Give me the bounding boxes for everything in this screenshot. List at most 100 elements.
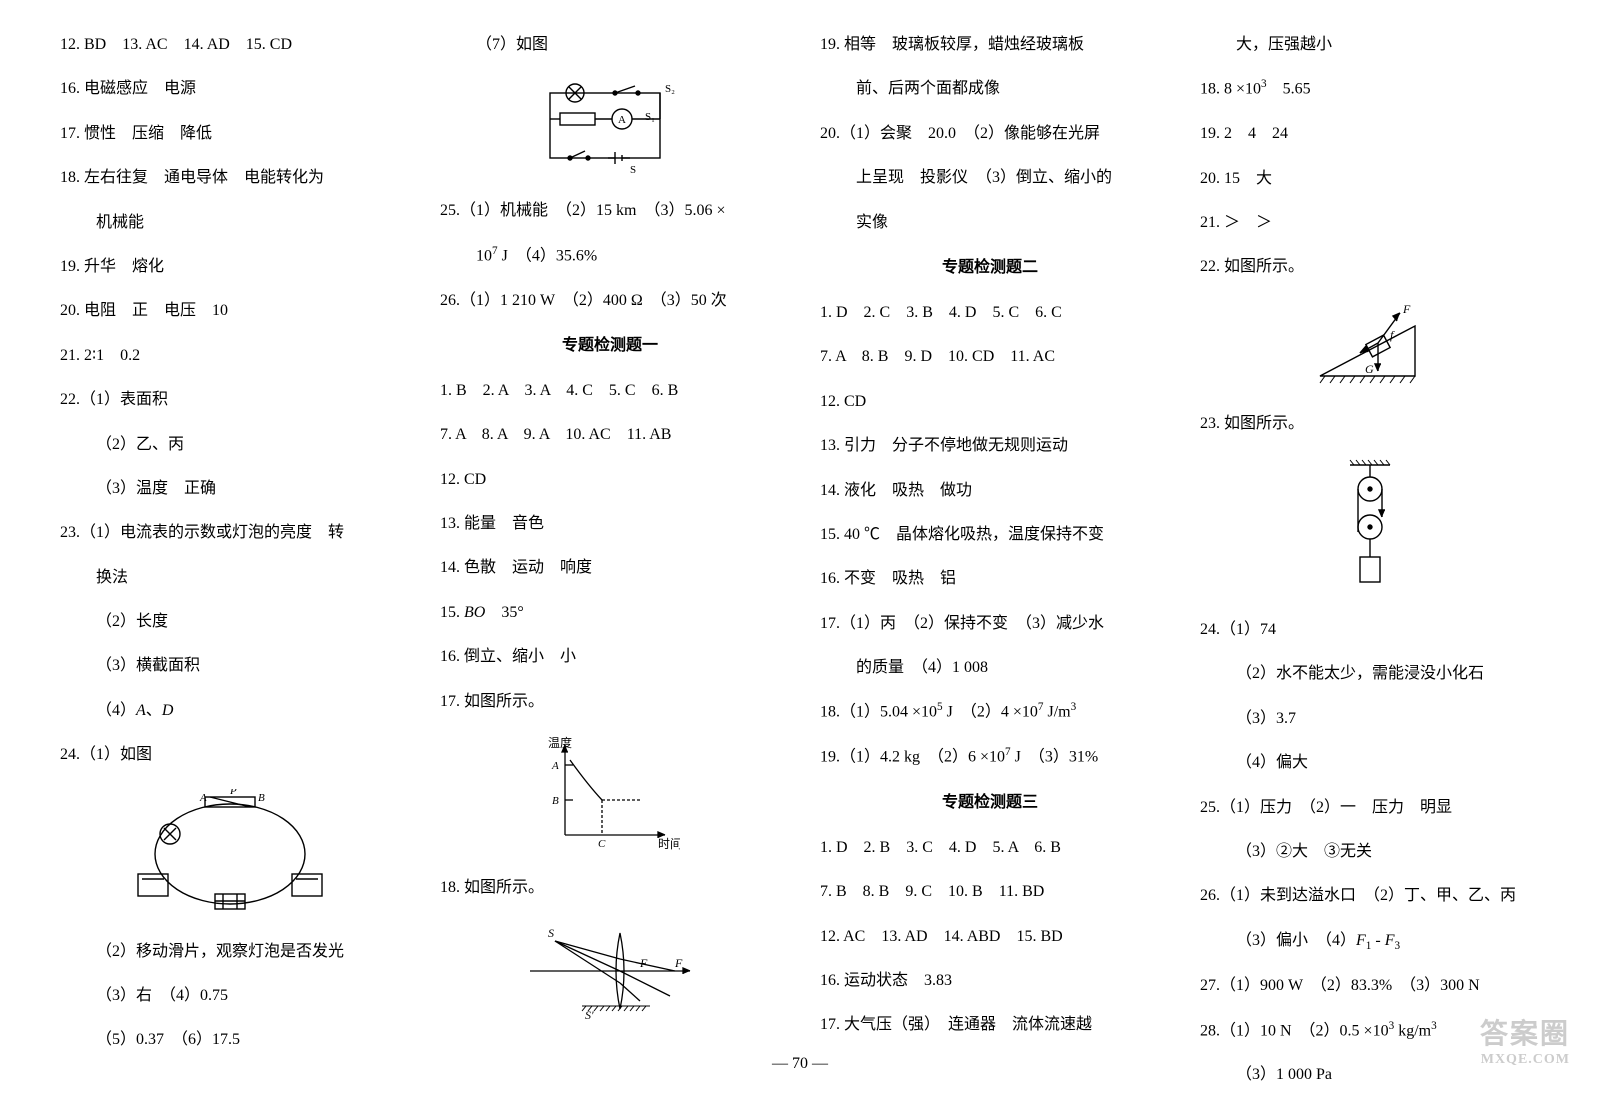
column-1: 12. BD 13. AC 14. AD 15. CD 16. 电磁感应 电源 … bbox=[60, 30, 400, 1063]
svg-text:A: A bbox=[618, 114, 626, 126]
answer-line: 18.（1）5.04 ×105 J （2）4 ×107 J/m3 bbox=[820, 697, 1160, 728]
answer-line: 上呈现 投影仪 （3）倒立、缩小的 bbox=[820, 163, 1160, 193]
section-header: 专题检测题一 bbox=[440, 330, 780, 362]
watermark-main: 答案圈 bbox=[1480, 1019, 1570, 1050]
answer-line: 19. 相等 玻璃板较厚，蜡烛经玻璃板 bbox=[820, 30, 1160, 60]
answer-line: 7. A 8. B 9. D 10. CD 11. AC bbox=[820, 342, 1160, 372]
answer-line: 17. 惯性 压缩 降低 bbox=[60, 119, 400, 149]
svg-text:F: F bbox=[674, 956, 683, 970]
svg-text:S: S bbox=[630, 164, 636, 176]
answer-line: （4）A、D bbox=[60, 696, 400, 726]
answer-line: （3）3.7 bbox=[1200, 704, 1540, 734]
svg-text:F: F bbox=[1402, 302, 1411, 316]
answer-line: 16. 电磁感应 电源 bbox=[60, 74, 400, 104]
answer-line: （5）0.37 （6）17.5 bbox=[60, 1025, 400, 1055]
answer-line: （3）温度 正确 bbox=[60, 474, 400, 504]
answer-line: 12. CD bbox=[440, 465, 780, 495]
answer-line: （4）偏大 bbox=[1200, 748, 1540, 778]
answer-line: 16. 倒立、缩小 小 bbox=[440, 642, 780, 672]
svg-text:B: B bbox=[258, 792, 265, 804]
svg-text:A: A bbox=[199, 792, 207, 804]
answer-line: 25.（1）机械能 （2）15 km （3）5.06 × bbox=[440, 196, 780, 226]
figure-incline: F G f bbox=[1200, 301, 1540, 391]
answer-line: 7. A 8. A 9. A 10. AC 11. AB bbox=[440, 420, 780, 450]
answer-line: 14. 液化 吸热 做功 bbox=[820, 476, 1160, 506]
answer-line: 19. 升华 熔化 bbox=[60, 252, 400, 282]
answer-line: 13. 引力 分子不停地做无规则运动 bbox=[820, 431, 1160, 461]
answer-line: 18. 左右往复 通电导体 电能转化为 bbox=[60, 163, 400, 193]
answer-line: 实像 bbox=[820, 208, 1160, 238]
column-4: 大，压强越小 18. 8 ×103 5.65 19. 2 4 24 20. 15… bbox=[1200, 30, 1540, 1063]
answer-line: （3）②大 ③无关 bbox=[1200, 837, 1540, 867]
answer-line: 7. B 8. B 9. C 10. B 11. BD bbox=[820, 877, 1160, 907]
answer-line: 107 J （4）35.6% bbox=[440, 241, 780, 272]
answer-line: 机械能 bbox=[60, 208, 400, 238]
watermark-sub: MXQE.COM bbox=[1480, 1052, 1570, 1068]
answer-line: 23. 如图所示。 bbox=[1200, 409, 1540, 439]
section-header: 专题检测题二 bbox=[820, 252, 1160, 284]
answer-line: 19.（1）4.2 kg （2）6 ×107 J （3）31% bbox=[820, 742, 1160, 773]
answer-line: （3）右 （4）0.75 bbox=[60, 981, 400, 1011]
svg-text:S′: S′ bbox=[585, 1008, 594, 1021]
answer-line: 18. 8 ×103 5.65 bbox=[1200, 74, 1540, 105]
answer-line: 1. D 2. B 3. C 4. D 5. A 6. B bbox=[820, 833, 1160, 863]
answer-line: 12. CD bbox=[820, 387, 1160, 417]
column-3: 19. 相等 玻璃板较厚，蜡烛经玻璃板 前、后两个面都成像 20.（1）会聚 2… bbox=[820, 30, 1160, 1063]
answer-line: 18. 如图所示。 bbox=[440, 873, 780, 903]
answer-line: 17. 如图所示。 bbox=[440, 687, 780, 717]
figure-graph: 温度 时间 A B C bbox=[440, 735, 780, 855]
answer-line: 27.（1）900 W （2）83.3% （3）300 N bbox=[1200, 971, 1540, 1001]
answer-line: 14. 色散 运动 响度 bbox=[440, 553, 780, 583]
answer-line: 17. 大气压（强） 连通器 流体流速越 bbox=[820, 1010, 1160, 1040]
svg-text:F: F bbox=[639, 956, 648, 970]
answer-line: 23.（1）电流表的示数或灯泡的亮度 转 bbox=[60, 518, 400, 548]
figure-pulley bbox=[1200, 457, 1540, 597]
answer-line: 15. 40 ℃ 晶体熔化吸热，温度保持不变 bbox=[820, 520, 1160, 550]
svg-text:S₂: S₂ bbox=[665, 83, 675, 95]
answer-line: 25.（1）压力 （2）一 压力 明显 bbox=[1200, 793, 1540, 823]
page-number: — 70 — bbox=[772, 1055, 828, 1073]
answer-line: （3）偏小 （4）F1 - F3 bbox=[1200, 926, 1540, 957]
svg-text:P: P bbox=[229, 789, 237, 797]
answer-line: 换法 bbox=[60, 563, 400, 593]
answer-line: 1. B 2. A 3. A 4. C 5. C 6. B bbox=[440, 376, 780, 406]
answer-line: （2）长度 bbox=[60, 607, 400, 637]
answer-line: 24.（1）74 bbox=[1200, 615, 1540, 645]
figure-lens: S S′ F F bbox=[440, 921, 780, 1021]
answer-line: 20. 15 大 bbox=[1200, 164, 1540, 194]
answer-line: （3）横截面积 bbox=[60, 651, 400, 681]
answer-line: 16. 不变 吸热 铝 bbox=[820, 564, 1160, 594]
svg-text:B: B bbox=[552, 795, 559, 807]
answer-line: （2）乙、丙 bbox=[60, 430, 400, 460]
column-2: （7）如图 S₂ A S₁ bbox=[440, 30, 780, 1063]
svg-text:C: C bbox=[598, 838, 606, 850]
answer-line: 1. D 2. C 3. B 4. D 5. C 6. C bbox=[820, 298, 1160, 328]
watermark: 答案圈 MXQE.COM bbox=[1480, 1012, 1570, 1068]
answer-line: 16. 运动状态 3.83 bbox=[820, 966, 1160, 996]
svg-text:温度: 温度 bbox=[548, 735, 572, 750]
svg-text:f: f bbox=[1390, 328, 1395, 342]
answer-line: （2）移动滑片，观察灯泡是否发光 bbox=[60, 937, 400, 967]
svg-text:S: S bbox=[548, 926, 554, 940]
answer-line: 15. BO 35° bbox=[440, 598, 780, 628]
answer-line: 22. 如图所示。 bbox=[1200, 252, 1540, 282]
answer-line: 21. 2∶1 0.2 bbox=[60, 341, 400, 371]
answer-line: 20.（1）会聚 20.0 （2）像能够在光屏 bbox=[820, 119, 1160, 149]
figure-circuit-2: S₂ A S₁ S bbox=[440, 78, 780, 178]
svg-text:S₁: S₁ bbox=[645, 111, 655, 123]
answer-line: 13. 能量 音色 bbox=[440, 509, 780, 539]
answer-line: 26.（1）未到达溢水口 （2）丁、甲、乙、丙 bbox=[1200, 881, 1540, 911]
answer-line: （7）如图 bbox=[440, 30, 780, 60]
answer-line: 21. ＞ ＞ bbox=[1200, 208, 1540, 238]
svg-text:A: A bbox=[551, 760, 559, 772]
answer-line: 24.（1）如图 bbox=[60, 740, 400, 770]
answer-line: 12. BD 13. AC 14. AD 15. CD bbox=[60, 30, 400, 60]
answer-line: 26.（1）1 210 W （2）400 Ω （3）50 次 bbox=[440, 286, 780, 316]
svg-text:G: G bbox=[1365, 362, 1374, 376]
answer-line: 前、后两个面都成像 bbox=[820, 74, 1160, 104]
answer-line: 12. AC 13. AD 14. ABD 15. BD bbox=[820, 922, 1160, 952]
answer-line: 22.（1）表面积 bbox=[60, 385, 400, 415]
answer-line: 19. 2 4 24 bbox=[1200, 119, 1540, 149]
svg-text:时间: 时间 bbox=[658, 837, 680, 851]
answer-line: 大，压强越小 bbox=[1200, 30, 1540, 60]
